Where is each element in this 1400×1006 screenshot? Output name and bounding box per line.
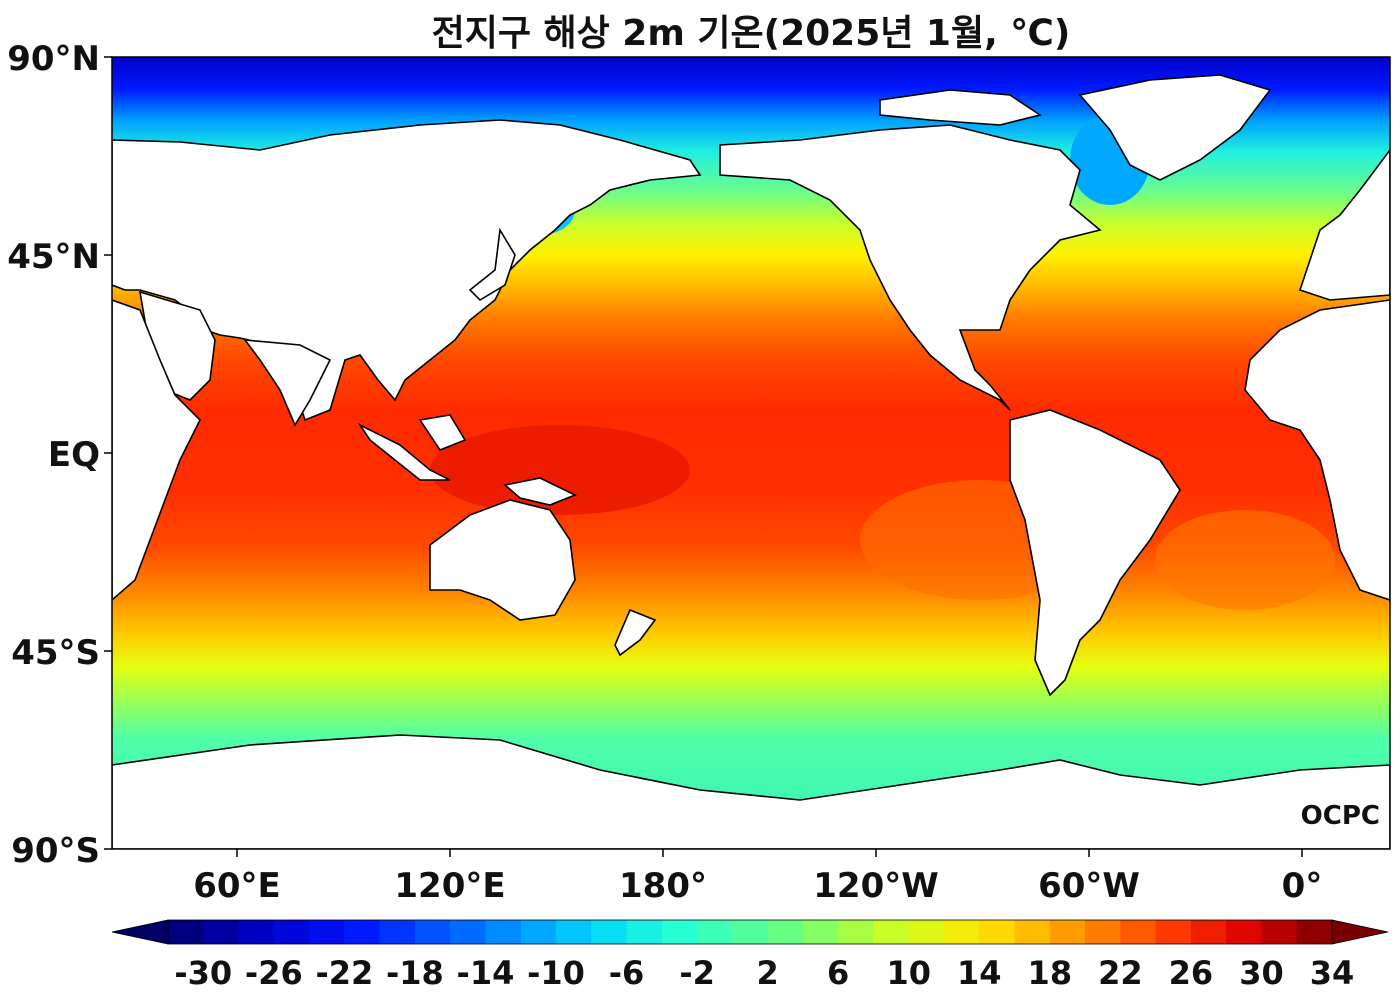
lat-label-eq: EQ: [48, 435, 100, 475]
lon-label-60w: 60°W: [1038, 866, 1140, 906]
colorbar-segment: [626, 920, 663, 944]
lat-label-90s: 90°S: [11, 831, 100, 871]
land-south-america: [1009, 409, 1181, 697]
colorbar-tick-label: 34: [1310, 954, 1355, 992]
colorbar-segment: [1155, 920, 1192, 944]
lon-ticks: [236, 849, 1303, 857]
colorbar-tick-label: 26: [1169, 954, 1214, 992]
colorbar-tick-label: -2: [679, 954, 715, 992]
land-new-zealand: [614, 608, 657, 657]
colorbar-tick-label: -10: [527, 954, 585, 992]
colorbar-tick-label: -14: [457, 954, 515, 992]
land-africa-west: [1244, 299, 1390, 601]
lat-labels: 90°N 45°N EQ 45°S 90°S: [7, 39, 100, 871]
lon-labels: 60°E 120°E 180° 120°W 60°W 0°: [193, 866, 1322, 906]
colorbar-tick-label: 30: [1239, 954, 1284, 992]
colorbar-segment: [1085, 920, 1121, 944]
map-title: 전지구 해상 2m 기온(2025년 1월, ℃): [431, 13, 1071, 54]
colorbar-segment: [979, 920, 1016, 944]
watermark-logo: OCPC: [1301, 801, 1380, 831]
colorbar-segment: [556, 920, 592, 944]
colorbar-segment: [273, 920, 310, 944]
colorbar-segment: [1014, 920, 1051, 944]
land-north-america: [719, 124, 1102, 411]
colorbar-segment: [944, 920, 980, 944]
colorbar-tick-label: 18: [1028, 954, 1073, 992]
colorbar-segment: [168, 920, 204, 944]
colorbar-extend-low: [111, 919, 169, 945]
lat-ticks: [104, 56, 112, 850]
colorbar-segment: [873, 920, 910, 944]
colorbar-segment: [485, 920, 522, 944]
colorbar-segment: [661, 920, 698, 944]
colorbar-frame: [167, 919, 1333, 945]
land-europe-west: [1298, 148, 1390, 301]
colorbar-tick-label: 22: [1098, 954, 1143, 992]
colorbar-tick-label: -6: [609, 954, 645, 992]
colorbar-tick-label: 14: [957, 954, 1002, 992]
land-new-guinea: [503, 477, 577, 506]
colorbar-segment: [379, 920, 416, 944]
colorbar-segment: [1049, 920, 1086, 944]
colorbar-segment: [309, 920, 345, 944]
colorbar-segment: [1296, 920, 1333, 944]
colorbar-tick-label: -18: [386, 954, 444, 992]
land-africa: [112, 299, 201, 602]
colorbar: [111, 919, 1389, 945]
land-antarctica: [112, 734, 1390, 849]
land-australia: [429, 499, 576, 621]
colorbar-tick-label: -30: [174, 954, 232, 992]
colorbar-segment: [1261, 920, 1298, 944]
colorbar-segment: [802, 920, 839, 944]
land-arctic-islands: [879, 89, 1042, 126]
colorbar-segment: [344, 920, 381, 944]
colorbar-tick-label: -22: [315, 954, 373, 992]
lat-label-45n: 45°N: [7, 237, 100, 277]
colorbar-segment: [732, 920, 769, 944]
colorbar-segment: [697, 920, 733, 944]
colorbar-tick-label: 6: [827, 954, 849, 992]
colorbar-tick-label: 2: [757, 954, 779, 992]
landmasses: [112, 74, 1390, 849]
colorbar-segment: [1120, 920, 1157, 944]
colorbar-segment: [203, 920, 240, 944]
lon-label-60e: 60°E: [193, 866, 281, 906]
colorbar-segment: [520, 920, 557, 944]
land-india: [243, 339, 332, 427]
colorbar-tick-label: -26: [245, 954, 303, 992]
land-greenland: [1078, 74, 1272, 181]
lon-label-180: 180°: [619, 866, 707, 906]
colorbar-segment: [1190, 920, 1227, 944]
colorbar-segment: [238, 920, 275, 944]
colorbar-segment: [591, 920, 628, 944]
colorbar-extend-high: [1331, 919, 1389, 945]
land-maritime-continent: [357, 414, 467, 481]
colorbar-segment: [767, 920, 804, 944]
colorbar-segment: [414, 920, 451, 944]
land-eurasia: [112, 119, 702, 422]
colorbar-segment: [1226, 920, 1262, 944]
colorbar-segment: [908, 920, 945, 944]
lon-label-0: 0°: [1282, 866, 1323, 906]
colorbar-tick-labels: -30 -26 -22 -18 -14 -10 -6 -2 2 6 10 14 18 22 26 30 34: [174, 954, 1354, 992]
colorbar-segment: [450, 920, 486, 944]
colorbar-segment: [838, 920, 874, 944]
lon-label-120w: 120°W: [813, 866, 938, 906]
lat-label-45s: 45°S: [11, 633, 100, 673]
colorbar-tick-label: 10: [886, 954, 931, 992]
lon-label-120e: 120°E: [394, 866, 505, 906]
warm-pool-west-pacific: [430, 425, 690, 515]
lat-label-90n: 90°N: [7, 39, 100, 79]
land-japan: [468, 227, 516, 302]
benguela-cool-tongue: [1155, 510, 1335, 610]
